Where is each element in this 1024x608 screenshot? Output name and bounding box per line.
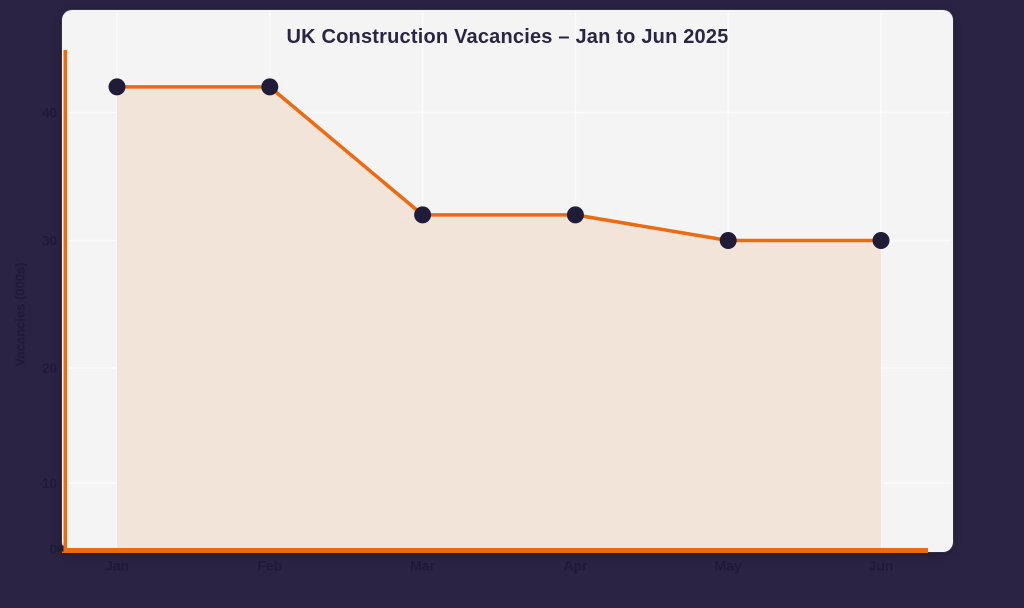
- data-point-mar: [414, 206, 432, 224]
- y-axis-line: [63, 50, 67, 552]
- trend-line: [115, 85, 883, 243]
- y-tick-label-0: 0: [49, 542, 57, 557]
- y-tick-label-40: 40: [42, 106, 57, 121]
- data-point-apr: [566, 206, 584, 224]
- y-tick-label-30: 30: [42, 234, 57, 249]
- x-tick-label-may: May: [715, 558, 742, 574]
- x-tick-label-apr: Apr: [563, 558, 588, 574]
- x-tick-label-jun: Jun: [869, 558, 894, 574]
- x-tick-label-jan: Jan: [105, 558, 129, 574]
- zero-tick-mark: [57, 545, 64, 552]
- data-point-feb: [261, 78, 279, 96]
- y-tick-label-10: 10: [42, 476, 57, 491]
- x-axis-line: [62, 548, 928, 553]
- x-tick-label-feb: Feb: [257, 558, 282, 574]
- y-tick-label-20: 20: [42, 361, 57, 376]
- area-fill: [117, 86, 881, 550]
- chart-title: UK Construction Vacancies – Jan to Jun 2…: [286, 26, 729, 48]
- data-point-jun: [872, 232, 890, 249]
- x-tick-label-mar: Mar: [410, 558, 435, 574]
- data-point-jan: [108, 78, 126, 96]
- data-point-may: [719, 232, 737, 249]
